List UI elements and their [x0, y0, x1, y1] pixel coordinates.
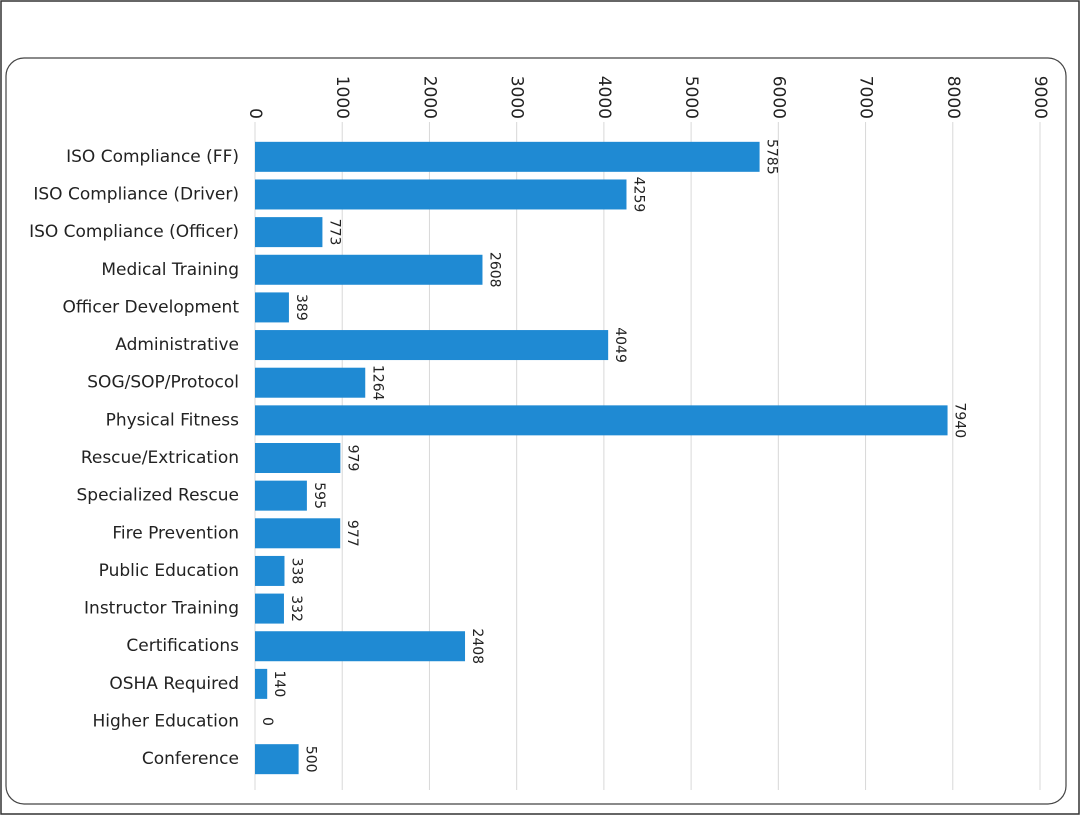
x-tick-label: 4000	[594, 76, 614, 119]
data-label: 4049	[612, 327, 628, 363]
data-label: 0	[259, 717, 275, 726]
bar	[255, 593, 284, 624]
chart-frame	[5, 57, 1067, 805]
data-label: 977	[344, 520, 360, 547]
x-tick-label: 9000	[1030, 76, 1050, 119]
data-label: 4259	[630, 177, 646, 213]
bar	[255, 405, 948, 436]
bar	[255, 668, 268, 699]
data-label: 773	[326, 219, 342, 246]
bar	[255, 254, 483, 285]
bar	[255, 367, 366, 398]
x-tick-label: 7000	[856, 76, 876, 119]
y-tick-label: SOG/SOP/Protocol	[87, 373, 239, 393]
y-tick-label: Rescue/Extrication	[81, 448, 239, 468]
x-tick-label: 2000	[419, 76, 439, 119]
y-tick-label: Public Education	[99, 561, 239, 581]
y-tick-label: OSHA Required	[109, 674, 239, 694]
bar	[255, 555, 285, 586]
data-label: 979	[344, 445, 360, 472]
x-tick-label: 5000	[681, 76, 701, 119]
y-tick-label: Medical Training	[101, 260, 239, 280]
y-tick-label: Conference	[142, 749, 239, 769]
x-tick-label: 3000	[507, 76, 527, 119]
bar	[255, 631, 466, 662]
bar	[255, 330, 609, 361]
bar	[255, 217, 323, 248]
y-tick-label: ISO Compliance (Driver)	[33, 184, 239, 204]
data-label: 332	[288, 595, 304, 622]
y-tick-label: Specialized Rescue	[77, 486, 240, 506]
data-label: 338	[288, 558, 304, 585]
y-tick-label: Fire Prevention	[112, 523, 239, 543]
data-label: 2408	[469, 628, 485, 664]
data-label: 2608	[486, 252, 502, 288]
bar	[255, 292, 289, 323]
y-tick-label: Certifications	[126, 636, 239, 656]
x-tick-label: 8000	[943, 76, 963, 119]
y-tick-label: Instructor Training	[84, 599, 239, 619]
bar	[255, 518, 341, 549]
data-label: 389	[293, 294, 309, 321]
x-tick-label: 1000	[332, 76, 352, 119]
data-label: 7940	[952, 403, 968, 439]
data-label: 5785	[764, 139, 780, 175]
y-tick-label: ISO Compliance (FF)	[66, 147, 239, 167]
y-tick-label: Higher Education	[92, 712, 239, 732]
y-tick-label: Officer Development	[63, 297, 240, 317]
bar	[255, 744, 299, 775]
data-label: 595	[311, 482, 327, 509]
y-tick-label: Physical Fitness	[106, 410, 240, 430]
x-tick-label: 0	[245, 108, 265, 119]
data-label: 1264	[369, 365, 385, 401]
bar	[255, 179, 627, 210]
data-label: 500	[303, 746, 319, 773]
bar	[255, 443, 341, 473]
y-tick-label: ISO Compliance (Officer)	[29, 222, 239, 242]
y-tick-label: Administrative	[115, 335, 239, 355]
x-tick-label: 6000	[768, 76, 788, 119]
bar	[255, 480, 307, 511]
data-label: 140	[271, 671, 287, 698]
bar	[255, 141, 760, 172]
